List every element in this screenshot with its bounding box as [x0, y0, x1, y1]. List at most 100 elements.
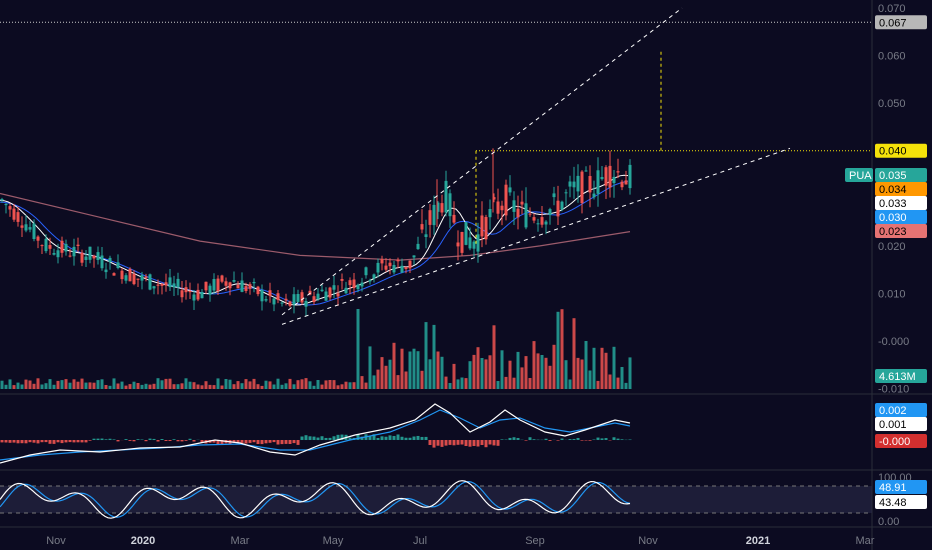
macd-histogram-bar: [584, 440, 588, 441]
candle-body: [444, 180, 448, 213]
macd-histogram-bar: [20, 440, 24, 444]
volume-bar: [608, 374, 612, 389]
volume-bar: [364, 382, 368, 389]
candle-body: [596, 170, 600, 194]
macd-histogram-bar: [472, 440, 476, 446]
candle-body: [528, 213, 532, 215]
candle-body: [244, 286, 248, 291]
volume-bar: [244, 379, 248, 389]
candle-body: [140, 275, 144, 281]
volume-bar: [176, 384, 180, 389]
volume-bar: [388, 359, 392, 389]
volume-bar: [160, 380, 164, 389]
macd-histogram-bar: [432, 440, 436, 448]
price-label: 0.034: [879, 184, 907, 196]
candle-body: [36, 236, 40, 241]
macd-histogram-bar: [296, 440, 300, 445]
candle-body: [196, 289, 200, 300]
candle-body: [104, 269, 108, 273]
price-axis-tick: 0.010: [878, 288, 906, 300]
volume-bar: [624, 382, 628, 389]
candle-body: [620, 181, 624, 188]
candle-body: [580, 171, 584, 204]
macd-histogram-bar: [544, 438, 548, 441]
candle-body: [168, 277, 172, 288]
price-label: 0.033: [879, 198, 907, 210]
volume-bar: [228, 379, 232, 389]
macd-histogram-bar: [508, 437, 512, 441]
macd-histogram-bar: [236, 440, 240, 443]
volume-bar: [276, 378, 280, 389]
time-axis[interactable]: Nov 2020 Mar May Jul Sep Nov 2021 Mar: [46, 535, 875, 547]
volume-bar: [76, 381, 80, 389]
macd-signal-line: [0, 409, 631, 461]
volume-bar: [36, 378, 40, 389]
candle-body: [436, 202, 440, 212]
macd-histogram-bar: [436, 440, 440, 446]
volume-bar: [304, 378, 308, 389]
macd-histogram-bar: [56, 440, 60, 443]
macd-histogram-bar: [180, 440, 184, 442]
volume-bar: [12, 385, 16, 389]
candle-body: [132, 273, 136, 285]
candle-body: [440, 203, 444, 213]
candle-body: [248, 284, 252, 289]
candle-body: [380, 259, 384, 264]
macd-histogram-bar: [412, 436, 416, 441]
candle-body: [560, 201, 564, 210]
price-axis[interactable]: 0.070 0.060 0.050 0.040 0.030 0.020 0.010 -0.00…: [878, 3, 912, 528]
candle-body: [88, 246, 92, 260]
macd-histogram-bar: [152, 438, 156, 441]
candle-body: [536, 223, 540, 225]
ma-slow-line: [0, 192, 631, 261]
macd-histogram-bar: [292, 440, 296, 444]
candle-body: [280, 302, 284, 304]
candle-body: [484, 217, 488, 240]
candle-body: [356, 284, 360, 290]
candle-body: [584, 170, 588, 172]
candle-body: [32, 223, 36, 239]
macd-histogram-bar: [448, 440, 452, 445]
volume-bar: [564, 360, 568, 389]
volume-bar: [92, 382, 96, 389]
macd-label: 0.001: [879, 419, 907, 431]
candle-body: [532, 217, 536, 221]
macd-histogram-bar: [128, 440, 132, 441]
macd-histogram-bar: [568, 439, 572, 441]
volume-bar: [552, 344, 556, 389]
volume-bar: [172, 384, 176, 389]
price-label: 0.023: [879, 226, 907, 238]
candle-body: [4, 203, 8, 206]
candle-body: [52, 253, 56, 255]
candle-body: [496, 201, 500, 214]
volume-bar: [328, 380, 332, 389]
volume-bar: [60, 380, 64, 389]
macd-histogram-bar: [44, 440, 48, 443]
volume-bar: [200, 385, 204, 389]
price-label-box: [875, 196, 927, 210]
candle-body: [236, 284, 240, 289]
macd-histogram-bar: [560, 438, 564, 441]
rsi-axis-tick: 0.00: [878, 516, 899, 528]
macd-histogram-bar: [172, 439, 176, 440]
volume-bar: [356, 309, 360, 389]
volume-bar: [348, 382, 352, 389]
candle-body: [396, 259, 400, 262]
volume-bar: [132, 381, 136, 389]
macd-histogram-bar: [272, 440, 276, 443]
macd-pane[interactable]: [0, 403, 632, 464]
candle-body: [152, 286, 156, 289]
volume-bar: [392, 342, 396, 389]
candle-body: [448, 193, 452, 217]
price-axis-tick: 0.020: [878, 241, 906, 253]
macd-histogram-bar: [424, 436, 428, 441]
stoch-rsi-pane[interactable]: [0, 480, 872, 519]
macd-histogram-bar: [444, 440, 448, 446]
candle-body: [592, 193, 596, 198]
macd-histogram-bar: [604, 438, 608, 440]
candle-body: [304, 301, 308, 307]
volume-bar: [588, 370, 592, 389]
volume-bar: [580, 359, 584, 389]
macd-histogram-bar: [320, 436, 324, 441]
